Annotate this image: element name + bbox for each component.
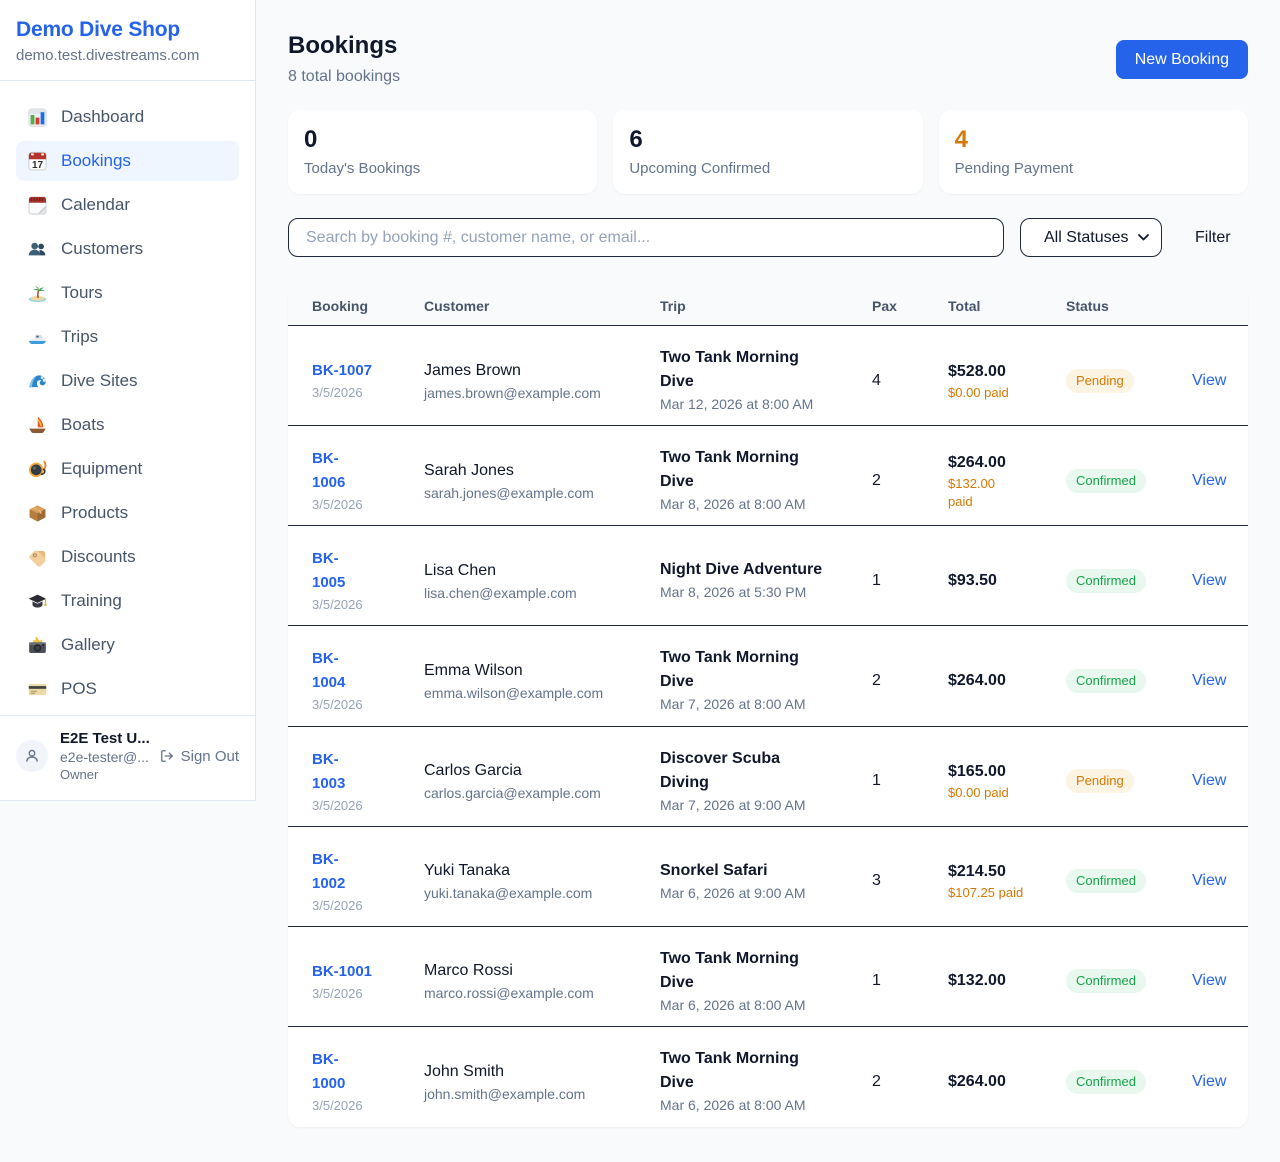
svg-text:17: 17 [32,160,44,171]
